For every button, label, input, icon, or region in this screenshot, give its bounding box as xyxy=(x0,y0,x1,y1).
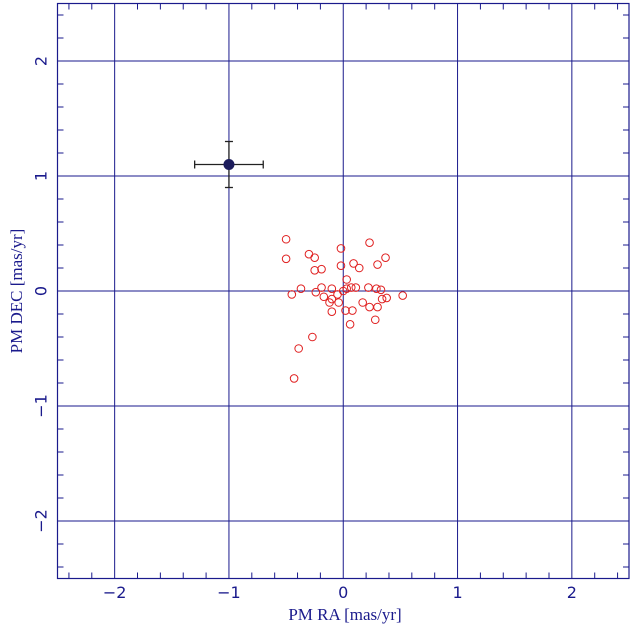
point xyxy=(373,260,382,269)
point xyxy=(342,275,351,284)
point xyxy=(377,294,387,304)
point xyxy=(382,293,391,303)
point xyxy=(372,284,381,294)
point xyxy=(348,306,357,315)
point xyxy=(310,266,319,275)
point xyxy=(341,306,350,315)
point xyxy=(365,238,374,247)
x-axis-label: PM RA [mas/yr] xyxy=(288,605,401,624)
x-tick-label: −2 xyxy=(103,583,127,602)
point xyxy=(358,298,367,307)
point xyxy=(364,283,373,292)
point xyxy=(308,332,317,342)
point xyxy=(289,374,299,383)
point xyxy=(327,294,337,304)
point xyxy=(346,283,356,292)
point xyxy=(296,284,306,294)
x-tick-label: 1 xyxy=(452,583,462,602)
point xyxy=(311,287,321,297)
point xyxy=(336,244,346,253)
point xyxy=(317,283,326,292)
x-tick-label: 2 xyxy=(567,583,577,602)
point xyxy=(349,259,358,268)
point xyxy=(351,283,361,292)
point xyxy=(345,320,355,329)
point xyxy=(310,253,319,262)
y-tick-label: −1 xyxy=(32,394,51,418)
x-tick-label: 0 xyxy=(338,583,348,602)
y-tick-label: −2 xyxy=(32,509,51,533)
point xyxy=(317,264,326,274)
point xyxy=(354,263,364,273)
point xyxy=(381,253,390,262)
point xyxy=(287,290,297,299)
point xyxy=(327,307,337,317)
point xyxy=(376,285,386,295)
point xyxy=(373,302,382,312)
y-axis-label: PM DEC [mas/yr] xyxy=(7,229,26,354)
point xyxy=(327,284,337,294)
point xyxy=(304,249,314,259)
y-tick-label: 1 xyxy=(32,171,51,181)
point xyxy=(281,254,291,264)
point xyxy=(333,290,342,299)
point xyxy=(223,159,235,170)
point xyxy=(294,344,303,353)
point xyxy=(319,292,329,302)
y-tick-label: 0 xyxy=(32,286,51,296)
y-tick-label: 2 xyxy=(32,56,51,66)
point xyxy=(342,284,351,294)
point xyxy=(365,302,374,312)
x-tick-label: −1 xyxy=(217,583,241,602)
point xyxy=(334,298,343,307)
point xyxy=(281,234,291,244)
point xyxy=(336,261,346,271)
point xyxy=(370,315,380,325)
point xyxy=(398,291,407,300)
